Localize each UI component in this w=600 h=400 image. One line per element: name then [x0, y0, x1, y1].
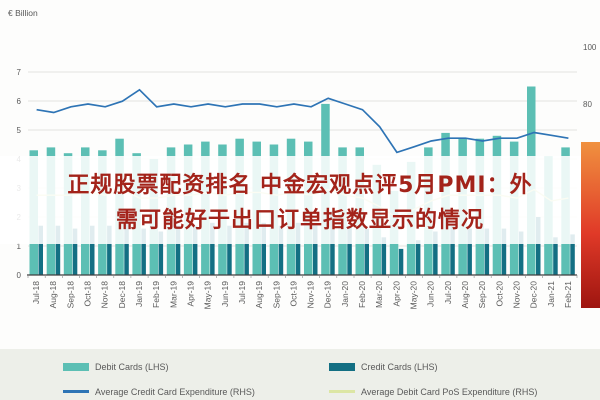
bar: [107, 225, 112, 275]
bar: [347, 225, 352, 275]
left-tick-label: 6: [17, 97, 22, 106]
headline-overlay: 正规股票配资排名 中金宏观点评5月PMI：外 需可能好于出口订单指数显示的情况: [0, 156, 600, 244]
bar: [570, 234, 575, 275]
x-category-label: Jul-20: [443, 281, 453, 304]
x-category-label: Aug-18: [48, 281, 58, 309]
x-category-label: Oct-19: [288, 281, 298, 307]
bar: [381, 237, 387, 275]
bar: [518, 231, 524, 275]
x-category-label: Jan-21: [546, 281, 556, 307]
bar: [278, 225, 284, 275]
x-category-label: Sep-19: [271, 281, 281, 309]
legend-swatch-avg-credit: [63, 390, 89, 393]
x-category-label: Jun-20: [426, 281, 436, 307]
x-category-label: Nov-20: [512, 281, 522, 309]
x-category-label: Oct-20: [494, 281, 504, 307]
bar: [90, 225, 95, 275]
bar: [124, 219, 129, 275]
x-category-label: Aug-20: [460, 281, 470, 309]
x-category-label: Feb-20: [357, 281, 367, 308]
x-category-label: May-20: [409, 281, 419, 310]
bar: [553, 237, 558, 275]
bar: [261, 222, 266, 275]
x-category-label: Sep-18: [65, 281, 75, 309]
legend-swatch-debit: [63, 362, 89, 371]
bar: [415, 240, 421, 275]
bar: [484, 228, 490, 275]
bar: [158, 231, 164, 275]
x-category-label: Jul-18: [31, 281, 41, 304]
line-series: [36, 88, 569, 154]
x-category-label: Apr-19: [186, 281, 196, 307]
bar: [364, 228, 369, 275]
right-tick-label: 100: [583, 43, 597, 52]
bar: [55, 225, 61, 275]
legend-label-debit: Debit Cards (LHS): [95, 361, 169, 372]
bars-credit: [38, 211, 575, 275]
x-category-label: Jan-19: [134, 281, 144, 307]
x-category-label: Apr-20: [391, 281, 401, 307]
bar: [141, 228, 146, 275]
bar: [38, 225, 43, 275]
x-category-label: Feb-19: [151, 281, 161, 308]
x-category-label: Sep-20: [477, 281, 487, 309]
x-category-label: Mar-20: [374, 281, 384, 308]
bar: [210, 222, 215, 275]
side-gradient-strip: [581, 142, 600, 308]
bar: [433, 231, 438, 275]
legend-credit-cards: Credit Cards (LHS): [329, 358, 600, 375]
left-tick-label: 0: [17, 271, 22, 280]
legend-avg-debit-pos-line: Average Debit Card PoS Expenditure (RHS): [329, 383, 600, 400]
bar: [536, 217, 541, 275]
x-category-label: Aug-19: [254, 281, 264, 309]
x-category-label: Dec-20: [529, 281, 539, 309]
legend-label-avg-debit-pos: Average Debit Card PoS Expenditure (RHS): [361, 386, 538, 397]
legend-avg-credit-line: Average Credit Card Expenditure (RHS): [63, 383, 329, 400]
legend-label-credit: Credit Cards (LHS): [361, 361, 438, 372]
left-tick-label: 5: [17, 126, 22, 135]
bar: [227, 225, 232, 275]
left-axis-title: € Billion: [8, 8, 38, 18]
x-category-label: May-19: [203, 281, 213, 310]
left-tick-label: 1: [17, 242, 22, 251]
x-category-label: Dec-18: [117, 281, 127, 309]
x-category-label: Nov-18: [100, 281, 110, 309]
headline-line1: 正规股票配资排名 中金宏观点评5月PMI：外: [67, 172, 533, 198]
x-category-label: Nov-19: [306, 281, 316, 309]
legend-label-avg-credit: Average Credit Card Expenditure (RHS): [95, 386, 255, 397]
bar: [244, 222, 249, 275]
x-category-label: Jun-19: [220, 281, 230, 307]
bar: [72, 228, 78, 275]
legend-swatch-avg-debit-pos: [329, 390, 355, 393]
bar: [501, 228, 507, 275]
bar: [313, 222, 318, 275]
bar: [192, 225, 198, 275]
bar: [450, 225, 455, 275]
headline-line2: 需可能好于出口订单指数显示的情况: [115, 207, 484, 233]
bar: [398, 248, 404, 275]
x-category-label: Dec-19: [323, 281, 333, 309]
bar: [175, 225, 181, 275]
legend-swatch-credit: [329, 362, 355, 371]
legend-debit-cards: Debit Cards (LHS): [63, 358, 329, 375]
x-category-label: Jul-19: [237, 281, 247, 304]
bar: [295, 222, 301, 275]
x-category-label: Jan-20: [340, 281, 350, 307]
left-tick-label: 7: [17, 68, 22, 77]
x-category-label: Feb-21: [563, 281, 573, 308]
right-tick-label: 80: [583, 100, 592, 109]
x-category-label: Mar-19: [168, 281, 178, 308]
bar: [467, 228, 472, 275]
chart-legend: Debit Cards (LHS) Credit Cards (LHS) Ave…: [0, 349, 600, 400]
x-category-label: Oct-18: [83, 281, 93, 307]
